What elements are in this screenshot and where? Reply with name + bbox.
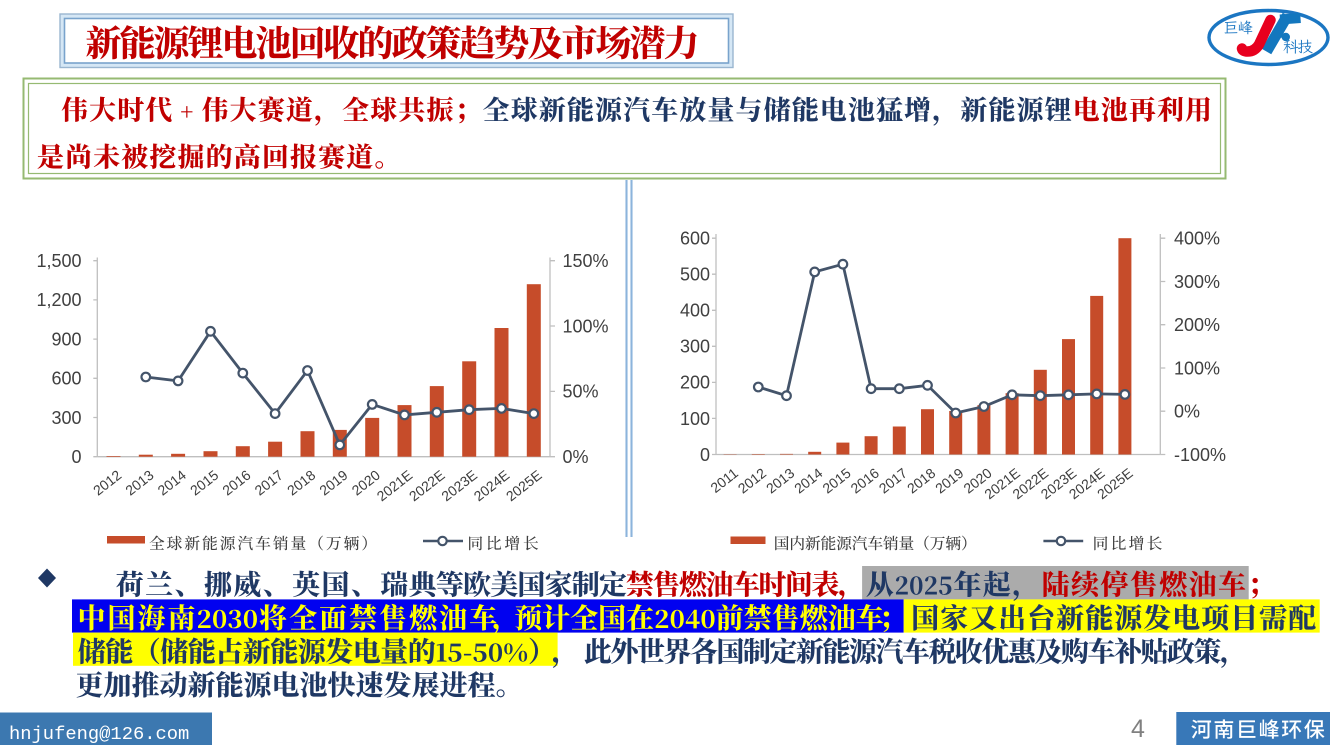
svg-text:600: 600 (51, 369, 81, 389)
svg-text:100: 100 (680, 409, 710, 429)
svg-text:-100%: -100% (1174, 445, 1226, 465)
svg-text:500: 500 (680, 265, 710, 285)
svg-text:300: 300 (51, 408, 81, 428)
svg-text:1,200: 1,200 (36, 290, 81, 310)
svg-text:0: 0 (71, 447, 81, 467)
svg-text:0: 0 (700, 445, 710, 465)
svg-text:100%: 100% (1174, 358, 1220, 378)
svg-text:1,500: 1,500 (36, 251, 81, 271)
svg-text:50%: 50% (563, 382, 599, 402)
svg-text:900: 900 (51, 329, 81, 349)
svg-text:0%: 0% (1174, 402, 1200, 422)
svg-text:300: 300 (680, 337, 710, 357)
svg-text:0%: 0% (563, 447, 589, 467)
svg-text:400: 400 (680, 301, 710, 321)
svg-text:150%: 150% (563, 251, 609, 271)
svg-text:100%: 100% (563, 316, 609, 336)
svg-text:200: 200 (680, 373, 710, 393)
svg-text:hnjufeng@126.com: hnjufeng@126.com (9, 723, 189, 745)
svg-text:300%: 300% (1174, 272, 1220, 292)
svg-text:400%: 400% (1174, 229, 1220, 249)
svg-text:600: 600 (680, 229, 710, 249)
svg-text:200%: 200% (1174, 315, 1220, 335)
svg-text:4: 4 (1131, 715, 1145, 743)
